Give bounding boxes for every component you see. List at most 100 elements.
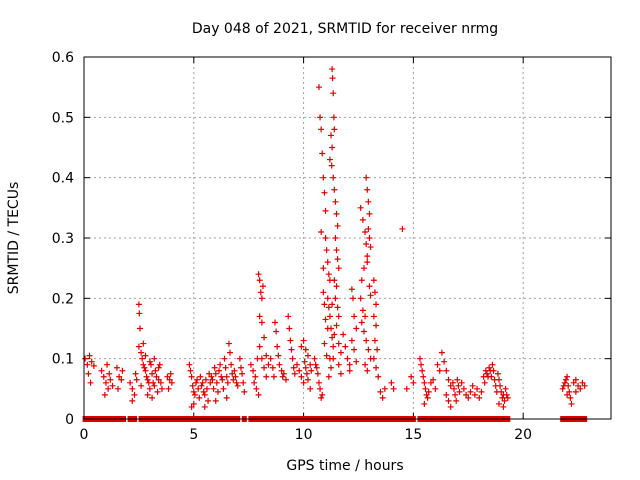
data-point (333, 247, 340, 254)
data-point (403, 385, 410, 392)
data-point (100, 373, 107, 380)
data-point (152, 367, 159, 374)
data-point (286, 325, 293, 332)
data-point (135, 343, 142, 350)
data-point (311, 355, 318, 362)
data-point (113, 364, 120, 371)
x-tick-label: 15 (404, 427, 422, 443)
data-point (497, 382, 504, 389)
data-point (498, 388, 505, 395)
x-tick-label: 10 (295, 427, 313, 443)
data-point (329, 144, 336, 151)
chart-title: Day 048 of 2021, SRMTID for receiver nrm… (192, 21, 498, 37)
data-point (331, 331, 338, 338)
data-point (129, 385, 136, 392)
data-point (328, 162, 335, 169)
data-point (326, 313, 333, 320)
data-point (335, 340, 342, 347)
data-point (349, 295, 356, 302)
data-point (572, 388, 579, 395)
data-point (313, 364, 320, 371)
y-tick-label: 0.3 (52, 231, 74, 247)
data-point (263, 352, 270, 359)
data-point (481, 379, 488, 386)
data-point (317, 114, 324, 121)
data-point (430, 376, 437, 383)
data-point (474, 385, 481, 392)
data-point (358, 277, 365, 284)
data-point (138, 349, 145, 356)
data-point (335, 265, 342, 272)
tick-labels: 0 5 10 15 20 0 0.1 0.2 0.3 0.4 0.5 0.6 (52, 50, 532, 443)
data-point (211, 364, 218, 371)
data-point (205, 397, 212, 404)
data-point (283, 376, 290, 383)
data-point (330, 114, 337, 121)
data-point (568, 400, 575, 407)
data-point (330, 343, 337, 350)
data-point (471, 391, 478, 398)
data-point (302, 364, 309, 371)
x-tick-label: 20 (514, 427, 532, 443)
data-point (147, 361, 154, 368)
data-point (275, 352, 282, 359)
data-point (581, 382, 588, 389)
data-point (258, 355, 265, 362)
data-point (166, 376, 173, 383)
data-point (144, 391, 151, 398)
data-point (496, 376, 503, 383)
data-point (261, 334, 268, 341)
data-point (273, 328, 280, 335)
data-point (465, 394, 472, 401)
data-point (577, 385, 584, 392)
data-point (84, 361, 91, 368)
data-point (207, 379, 214, 386)
data-point (496, 400, 503, 407)
data-point (575, 382, 582, 389)
data-point (366, 283, 373, 290)
data-point (362, 228, 369, 235)
data-point (142, 352, 149, 359)
data-point (227, 349, 234, 356)
data-point (463, 391, 470, 398)
data-point (445, 376, 452, 383)
data-point (149, 394, 156, 401)
data-point (168, 379, 175, 386)
data-point (337, 370, 344, 377)
data-point (424, 394, 431, 401)
data-point (127, 379, 134, 386)
data-point (325, 373, 332, 380)
data-point (458, 379, 465, 386)
data-point (572, 376, 579, 383)
data-point (140, 340, 147, 347)
data-point (434, 361, 441, 368)
data-point (239, 370, 246, 377)
data-point (365, 225, 372, 232)
data-point (165, 385, 172, 392)
data-point (304, 352, 311, 359)
data-point (564, 391, 571, 398)
data-point (373, 322, 380, 329)
data-point (358, 319, 365, 326)
data-point (88, 358, 95, 365)
data-point (155, 376, 162, 383)
data-point (333, 210, 340, 217)
data-point (201, 391, 208, 398)
data-point (269, 364, 276, 371)
data-point (450, 385, 457, 392)
data-point (198, 382, 205, 389)
data-point (317, 385, 324, 392)
data-point (357, 295, 364, 302)
data-point (364, 186, 371, 193)
data-point (200, 388, 207, 395)
data-point (229, 370, 236, 377)
data-point (420, 373, 427, 380)
data-point (320, 289, 327, 296)
data-point (132, 370, 139, 377)
data-point (416, 355, 423, 362)
data-point (399, 225, 406, 232)
data-point (146, 358, 153, 365)
data-point (351, 346, 358, 353)
data-point (224, 379, 231, 386)
data-point (293, 361, 300, 368)
